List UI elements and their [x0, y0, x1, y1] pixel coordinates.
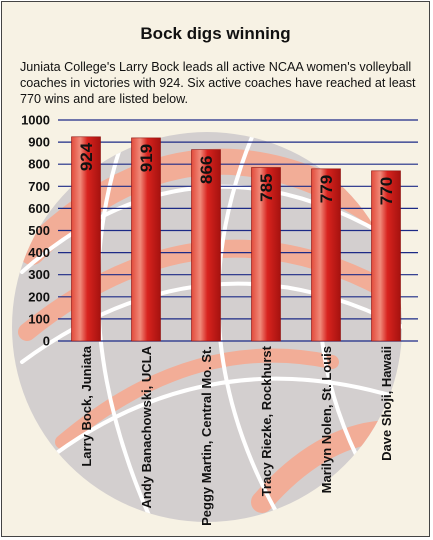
category-label: Andy Banachowski, UCLA	[139, 345, 154, 508]
bar-value-label: 785	[257, 174, 276, 202]
bars	[71, 136, 401, 342]
chart-title: Bock digs winning	[140, 24, 291, 43]
category-label: Peggy Martin, Central Mo. St.	[199, 346, 214, 526]
y-tick-label: 1000	[21, 113, 50, 128]
category-label: Dave Shoji, Hawaii	[379, 346, 394, 461]
bar-value-label: 924	[77, 142, 96, 171]
y-tick-label: 700	[28, 179, 50, 194]
bar-chart: 0 100 200 300 400 500 600 700 800 900 1000 924 919 8…	[12, 113, 418, 526]
y-tick-label: 200	[28, 289, 50, 304]
bar-value-label: 770	[377, 177, 396, 205]
bar	[71, 136, 101, 342]
bar	[371, 170, 401, 342]
category-label: Tracy Riezke, Rockhurst	[259, 345, 274, 496]
bar	[311, 168, 341, 342]
y-tick-label: 600	[28, 201, 50, 216]
y-axis-ticks: 0 100 200 300 400 500 600 700 800 900 1000	[21, 113, 50, 349]
category-labels: Larry Bock, Juniata Andy Banachowski, UCL…	[79, 345, 394, 526]
bar-value-label: 866	[197, 156, 216, 184]
bar-value-label: 919	[137, 144, 156, 172]
y-tick-label: 300	[28, 267, 50, 282]
bar-value-label: 779	[317, 175, 336, 203]
y-tick-label: 500	[28, 223, 50, 238]
y-tick-label: 400	[28, 245, 50, 260]
value-labels: 924 919 866 785 779 770	[77, 142, 396, 205]
y-tick-label: 900	[28, 135, 50, 150]
bar	[191, 149, 221, 342]
bar	[251, 167, 281, 342]
gridlines	[58, 119, 418, 342]
y-tick-label: 800	[28, 157, 50, 172]
category-label: Larry Bock, Juniata	[79, 345, 94, 466]
y-tick-label: 0	[43, 334, 50, 349]
chart-description: Juniata College's Larry Bock leads all a…	[20, 60, 416, 106]
y-tick-label: 100	[28, 311, 50, 326]
category-label: Marilyn Nolen, St. Louis	[319, 346, 334, 493]
bar	[131, 137, 161, 342]
